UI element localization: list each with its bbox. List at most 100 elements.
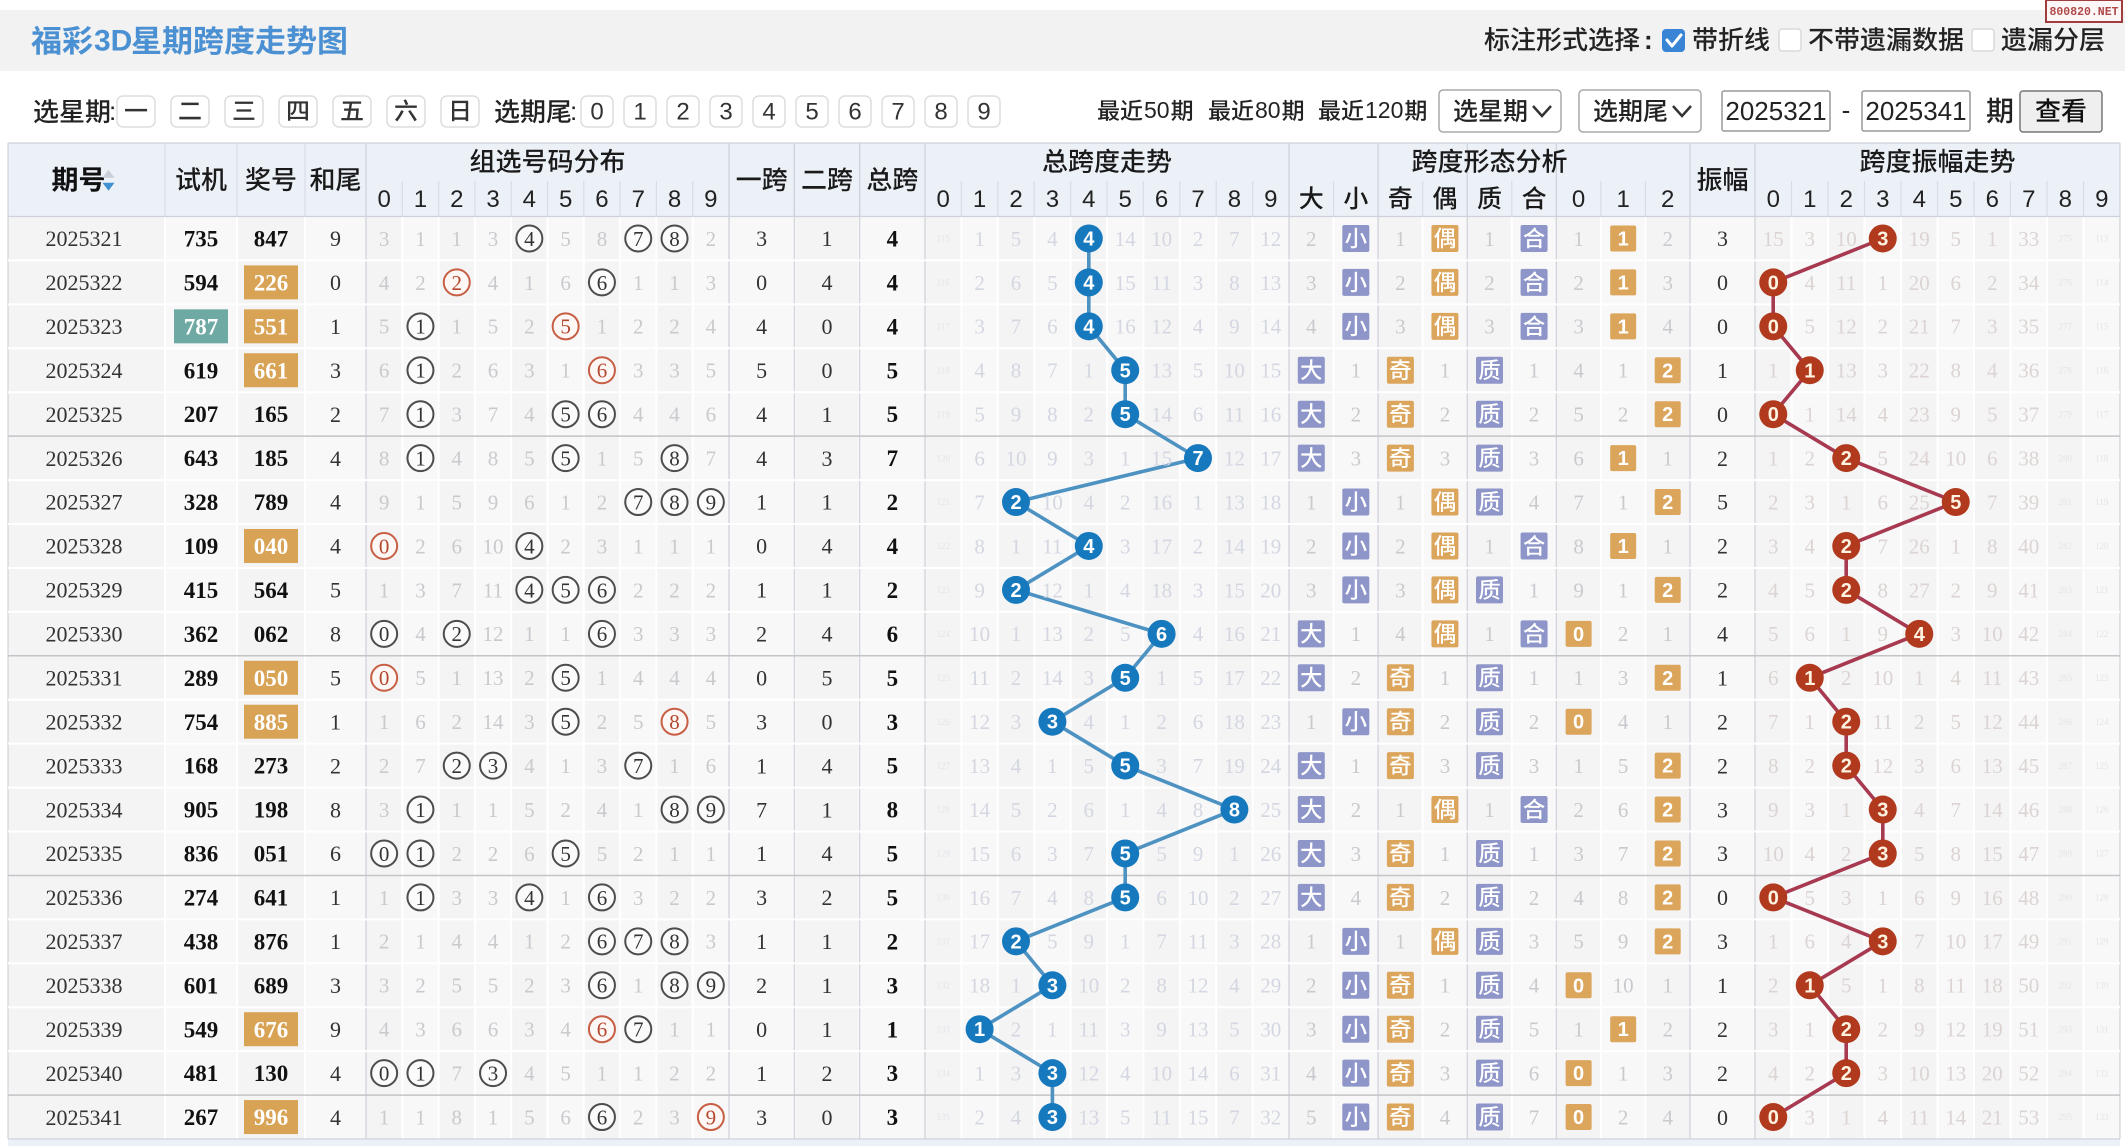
svg-text:125: 125 [2095,761,2109,771]
svg-text:17: 17 [1224,666,1245,690]
svg-text:3: 3 [488,754,499,778]
svg-text:1: 1 [1841,490,1852,514]
svg-text:2: 2 [560,534,571,558]
svg-text:1: 1 [415,227,426,251]
svg-text:1: 1 [1529,666,1540,690]
svg-text:4: 4 [633,666,644,690]
svg-text:2: 2 [1768,490,1779,514]
svg-text:1: 1 [1803,186,1816,213]
svg-text:133: 133 [936,1024,950,1034]
svg-text:3: 3 [706,930,717,954]
svg-text:2: 2 [1440,710,1451,734]
svg-text:3: 3 [524,359,535,383]
svg-text:2: 2 [887,929,899,954]
svg-text:8: 8 [1047,403,1058,427]
svg-text:328: 328 [184,490,219,515]
svg-text:293: 293 [2059,1024,2073,1034]
svg-text:5: 5 [706,710,717,734]
svg-text:292: 292 [2059,980,2073,990]
svg-text:8: 8 [1878,578,1889,602]
svg-text:6: 6 [488,1018,499,1042]
svg-text:1: 1 [1618,536,1629,558]
svg-text:0: 0 [756,1017,767,1042]
svg-text:1: 1 [415,886,426,910]
svg-text:8: 8 [934,98,947,125]
svg-text:282: 282 [2059,541,2073,551]
svg-text:1: 1 [887,1017,899,1042]
svg-text:14: 14 [1115,227,1137,251]
svg-text:6: 6 [1047,315,1058,339]
svg-text:6: 6 [1805,930,1816,954]
svg-text:43: 43 [2018,666,2039,690]
svg-text:13: 13 [1042,622,1063,646]
svg-text:1: 1 [1011,534,1022,558]
svg-text:5: 5 [488,315,499,339]
svg-text:0: 0 [1572,186,1585,213]
svg-text:1: 1 [1484,227,1495,251]
svg-text:1: 1 [415,842,426,866]
svg-text:8: 8 [1193,798,1204,822]
svg-text:1: 1 [1662,974,1673,998]
svg-text:0: 0 [1768,272,1779,294]
svg-text:2: 2 [1306,534,1317,558]
svg-text:7: 7 [1011,315,1022,339]
svg-text:2025327: 2025327 [46,490,123,515]
svg-text:9: 9 [1951,403,1962,427]
svg-text:6: 6 [706,403,717,427]
svg-text:15: 15 [1151,446,1172,470]
svg-text:9: 9 [704,186,717,213]
svg-text:0: 0 [1573,712,1584,734]
svg-text:2: 2 [1661,186,1674,213]
svg-text:14: 14 [1836,403,1858,427]
svg-text:7: 7 [488,403,499,427]
svg-text:10: 10 [1945,930,1966,954]
svg-text:9: 9 [706,490,717,514]
svg-text:281: 281 [2059,497,2073,507]
svg-text:135: 135 [936,1112,950,1122]
svg-text:2: 2 [1440,886,1451,910]
svg-text:641: 641 [254,885,289,910]
svg-text:24: 24 [1909,446,1931,470]
svg-text:1: 1 [1805,1018,1816,1042]
svg-text:207: 207 [184,402,219,427]
svg-text:3: 3 [1084,666,1095,690]
svg-text:8: 8 [669,710,680,734]
svg-text:18: 18 [1224,710,1245,734]
svg-text:6: 6 [1229,1061,1240,1085]
svg-text:2: 2 [1662,1018,1673,1042]
svg-text:13: 13 [1078,1105,1099,1129]
svg-text:6: 6 [597,578,608,602]
svg-text:2: 2 [1440,1018,1451,1042]
svg-text:050: 050 [254,666,289,691]
svg-text:1: 1 [414,186,427,213]
svg-text:8: 8 [1987,534,1998,558]
svg-text:2: 2 [1662,492,1673,514]
svg-text:3: 3 [706,271,717,295]
svg-text:126: 126 [936,717,950,727]
svg-text:2: 2 [1484,271,1495,295]
svg-text:7: 7 [1156,930,1167,954]
svg-text:7: 7 [1229,1105,1240,1129]
svg-text:2: 2 [560,930,571,954]
svg-text:6: 6 [1951,271,1962,295]
svg-text:4: 4 [524,227,535,251]
svg-text:5: 5 [1084,754,1095,778]
svg-text:7: 7 [1011,886,1022,910]
svg-text:50: 50 [1144,97,1170,123]
svg-text:2: 2 [524,315,535,339]
svg-text:6: 6 [452,534,463,558]
svg-text:5: 5 [1011,227,1022,251]
svg-text:117: 117 [2095,409,2109,419]
svg-text:22: 22 [1260,666,1281,690]
svg-text:3: 3 [415,578,426,602]
svg-text:3: 3 [1047,842,1058,866]
svg-text:3: 3 [488,1061,499,1085]
svg-text:3: 3 [1805,798,1816,822]
svg-text:6: 6 [595,186,608,213]
svg-text:38: 38 [2018,446,2039,470]
svg-text:4: 4 [1841,930,1852,954]
svg-text:8: 8 [669,490,680,514]
svg-text:2: 2 [1662,756,1673,778]
svg-text:2: 2 [633,578,644,602]
svg-text:3: 3 [1876,186,1889,213]
